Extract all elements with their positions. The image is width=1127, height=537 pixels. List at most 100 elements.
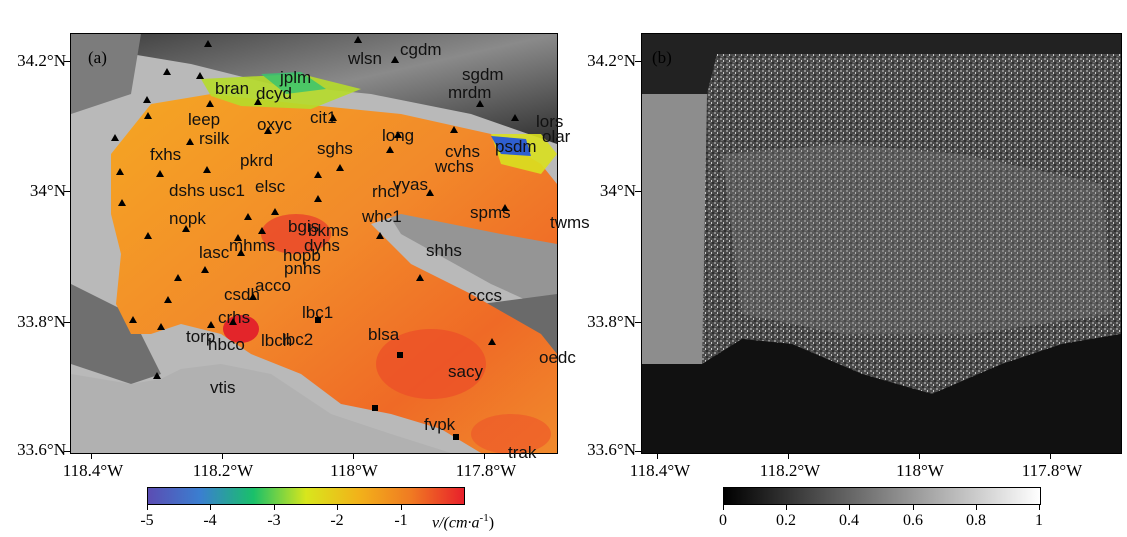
colorbar-tick xyxy=(786,505,787,510)
station-marker-oedc xyxy=(488,338,496,345)
station-marker-twms xyxy=(501,204,509,211)
station-label-cvhs: cvhs xyxy=(445,142,480,161)
station-marker-rhcl xyxy=(314,171,322,178)
station-label-fvpk: fvpk xyxy=(424,415,456,434)
y-tick xyxy=(64,451,70,452)
y-label-34-2: 34.2°N xyxy=(17,51,66,70)
station-marker-dcyd xyxy=(196,72,204,79)
station-label-whc1: whc1 xyxy=(362,207,402,226)
velocity-map-graphic xyxy=(71,34,557,453)
station-marker-fvpk xyxy=(372,405,378,411)
colorbar-b-label: 0.4 xyxy=(839,512,859,529)
station-label-jplm: jplm xyxy=(280,68,312,87)
station-marker-bran xyxy=(163,68,171,75)
station-marker-rsilk xyxy=(144,112,152,119)
station-label-mrdm: mrdm xyxy=(448,83,492,102)
y-label-34-2-b: 34.2°N xyxy=(587,51,636,70)
station-label-bkms: bkms xyxy=(308,221,349,240)
station-marker-sghs xyxy=(264,127,272,134)
station-label-pkrd: pkrd xyxy=(240,151,274,170)
station-marker-sacy xyxy=(397,352,403,358)
colorbar-tick xyxy=(337,505,338,510)
y-label-33-8-b: 33.8°N xyxy=(587,312,636,331)
station-marker-pnhs xyxy=(237,249,245,256)
station-marker-mrdm xyxy=(391,56,399,63)
station-label-cit1: cit1 xyxy=(310,108,337,127)
station-label-rhcl: rhcl xyxy=(372,182,400,201)
station-marker-blsa xyxy=(315,317,321,323)
y-label-33-6: 33.6°N xyxy=(17,440,66,459)
station-label-trak: trak xyxy=(508,443,537,462)
y-tick xyxy=(64,61,70,62)
station-marker-dyhs xyxy=(258,227,266,234)
station-marker-spms xyxy=(426,189,434,196)
x-tick xyxy=(91,453,92,459)
colorbar-a-label: -1 xyxy=(394,512,408,529)
colorbar-a-label: -3 xyxy=(267,512,281,529)
x-label-118-4-b: 118.4°W xyxy=(629,461,691,480)
colorbar-tick xyxy=(913,505,914,510)
x-label-118: 118°W xyxy=(330,461,378,480)
station-marker-fxhs xyxy=(111,134,119,141)
panel-b-tag: (b) xyxy=(652,48,672,67)
station-label-blsa: blsa xyxy=(368,325,400,344)
station-marker-csdh xyxy=(174,274,182,281)
station-marker-vyas xyxy=(336,164,344,171)
y-label-33-6-b: 33.6°N xyxy=(587,440,636,459)
colorbar-tick xyxy=(210,505,211,510)
station-label-twms: twms xyxy=(550,213,590,232)
colorbar-tick xyxy=(723,505,724,510)
station-marker-bkms xyxy=(271,208,279,215)
station-label-usc1: usc1 xyxy=(209,181,245,200)
station-marker-dshs xyxy=(116,168,124,175)
station-marker-elsc xyxy=(203,166,211,173)
station-marker-trak xyxy=(453,434,459,440)
station-marker-hbco xyxy=(157,323,165,330)
colorbar-a-label: -5 xyxy=(140,512,154,529)
station-label-lbch: lbch xyxy=(261,331,293,350)
station-label-dcyd: dcyd xyxy=(256,84,292,103)
station-label-spms: spms xyxy=(470,203,511,222)
station-marker-psdm xyxy=(450,126,458,133)
station-label-bran: bran xyxy=(215,79,250,98)
station-marker-lbch xyxy=(207,321,215,328)
station-label-oxyc: oxyc xyxy=(257,115,292,134)
colorbar-a-label: -4 xyxy=(203,512,217,529)
station-marker-usc1 xyxy=(156,170,164,177)
station-label-pnhs: pnhs xyxy=(284,259,321,278)
x-label-118-b: 118°W xyxy=(896,461,944,480)
station-marker-lors xyxy=(476,100,484,107)
y-tick xyxy=(635,322,641,323)
velocity-colorbar-gradient xyxy=(148,488,464,504)
colorbar-a-unit-text: v/(cm·a xyxy=(432,514,480,532)
x-label-118-2-b: 118.2°W xyxy=(759,461,821,480)
colorbar-b-label: 0.8 xyxy=(966,512,986,529)
station-label-elsc: elsc xyxy=(255,177,286,196)
y-tick xyxy=(64,191,70,192)
station-marker-lasc xyxy=(144,232,152,239)
station-label-wlsn: wlsn xyxy=(348,49,383,68)
station-label-fxhs: fxhs xyxy=(150,145,182,164)
station-marker-wchs xyxy=(386,146,394,153)
station-marker-shhs xyxy=(376,232,384,239)
station-marker-acco xyxy=(201,266,209,273)
colorbar-a-unit-sup: -1 xyxy=(479,512,489,524)
station-marker-cccs xyxy=(416,274,424,281)
station-label-lbc2: lbc2 xyxy=(282,330,314,349)
x-label-118-2: 118.2°W xyxy=(192,461,254,480)
station-label-sghs: sghs xyxy=(317,139,353,158)
panel-a-tag: (a) xyxy=(88,48,107,67)
station-marker-vtis xyxy=(153,372,161,379)
station-label-nopk: nopk xyxy=(169,209,206,228)
colorbar-tick xyxy=(976,505,977,510)
station-label-dshs: dshs xyxy=(169,181,205,200)
station-marker-bgis xyxy=(244,213,252,220)
colorbar-b-label: 1 xyxy=(1035,512,1043,529)
station-marker-cgdm xyxy=(354,36,362,43)
station-label-hbco: hbco xyxy=(208,335,245,354)
x-label-118-4: 118.4°W xyxy=(62,461,124,480)
colorbar-tick xyxy=(401,505,402,510)
y-tick xyxy=(64,322,70,323)
station-label-rsilk: rsilk xyxy=(199,129,230,148)
station-marker-nopk xyxy=(118,199,126,206)
